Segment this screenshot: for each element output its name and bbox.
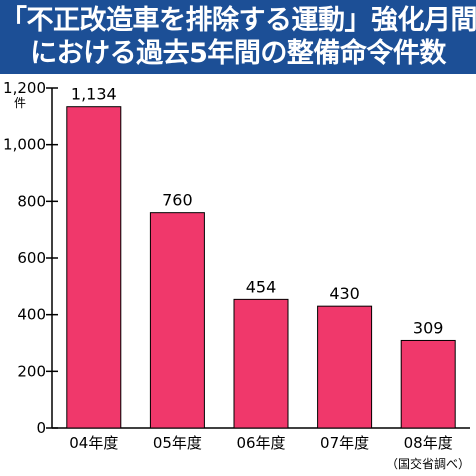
y-tick-label: 800 — [17, 192, 46, 210]
x-tick-label: 07年度 — [320, 434, 369, 452]
bar — [317, 305, 373, 429]
bar-value-label: 1,134 — [71, 85, 117, 104]
y-tick-label: 1,000 — [3, 136, 46, 154]
x-tick-label: 04年度 — [69, 434, 118, 452]
y-tick-label: 600 — [17, 249, 46, 267]
y-tick-label: 200 — [17, 362, 46, 380]
x-tick-label: 06年度 — [236, 434, 285, 452]
chart-title-line-2: における過去5年間の整備命令件数 — [30, 38, 446, 69]
bar-value-label: 430 — [329, 284, 360, 303]
labels: 1,134 04年度 760 05年度 454 06年度 430 07年度 309 08年度 — [69, 85, 452, 452]
chart-title-line-1: 「不正改造車を排除する運動」強化月間 — [0, 5, 476, 36]
bar — [149, 212, 205, 429]
y-tick-label: 1,200 — [3, 79, 46, 97]
bar-value-label: 454 — [246, 277, 277, 296]
source-note: （国交省調べ） — [386, 456, 470, 471]
bar — [66, 106, 122, 429]
x-tick-label: 08年度 — [404, 434, 453, 452]
x-tick-label: 05年度 — [153, 434, 202, 452]
bars — [66, 106, 456, 429]
y-axis-unit: 件 — [14, 96, 26, 110]
chart-title: 「不正改造車を排除する運動」強化月間 における過去5年間の整備命令件数 — [0, 0, 476, 74]
y-tick-label: 0 — [36, 419, 46, 437]
bar-value-label: 309 — [413, 318, 444, 337]
bar — [233, 298, 289, 429]
axes: 0 200 400 600 800 1,000 1,200 — [3, 79, 470, 437]
bar-value-label: 760 — [162, 191, 193, 210]
bar — [400, 339, 456, 429]
y-tick-label: 400 — [17, 306, 46, 324]
